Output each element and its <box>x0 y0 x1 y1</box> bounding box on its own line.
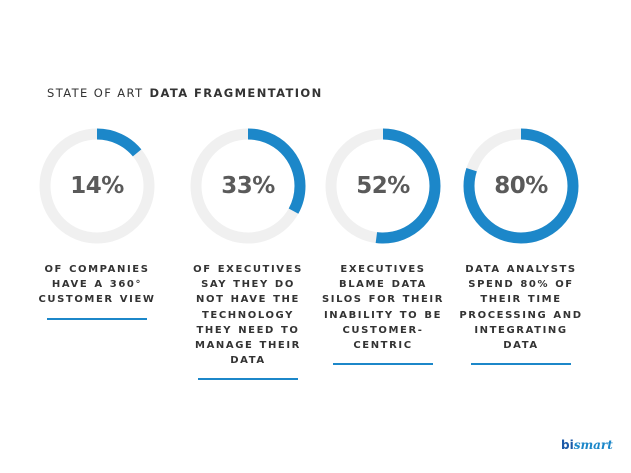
donut-arc-2 <box>190 128 306 244</box>
heading-light: STATE OF ART <box>47 86 144 100</box>
donut-svg-1 <box>39 128 155 244</box>
heading-bold: DATA FRAGMENTATION <box>149 86 323 100</box>
stat-1-underline <box>47 317 147 320</box>
donut-arc-3 <box>325 128 441 244</box>
donut-1: 14% <box>39 128 155 244</box>
stat-1: 14% OF COMPANIES HAVE A 360° CUSTOMER VI… <box>27 128 167 320</box>
stat-1-description: OF COMPANIES HAVE A 360° CUSTOMER VIEW <box>38 264 156 306</box>
donut-2: 33% <box>190 128 306 244</box>
stat-3-percent: 52% <box>356 173 410 199</box>
donut-arc-1 <box>39 128 155 244</box>
donut-4: 80% <box>463 128 579 244</box>
stat-3-description: EXECUTIVES BLAME DATA SILOS FOR THEIR IN… <box>321 264 445 352</box>
stat-2-underline <box>198 378 298 381</box>
donut-svg-2 <box>190 128 306 244</box>
logo-part-2: smart <box>573 438 613 452</box>
stat-3-underline <box>333 363 433 366</box>
bismart-logo: bismart <box>561 438 613 452</box>
donut-svg-4 <box>463 128 579 244</box>
stat-4-underline <box>471 363 571 366</box>
page-heading: STATE OF ART DATA FRAGMENTATION <box>47 86 323 100</box>
donut-svg-3 <box>325 128 441 244</box>
stat-4-percent: 80% <box>494 173 548 199</box>
logo-part-1: bi <box>561 438 574 452</box>
donut-3: 52% <box>325 128 441 244</box>
donut-arc-4 <box>463 128 579 244</box>
stat-3: 52% EXECUTIVES BLAME DATA SILOS FOR THEI… <box>313 128 453 366</box>
stat-4-description: DATA ANALYSTS SPEND 80% OF THEIR TIME PR… <box>459 264 583 352</box>
stat-2-percent: 33% <box>221 173 275 199</box>
stat-1-percent: 14% <box>70 173 124 199</box>
stat-4: 80% DATA ANALYSTS SPEND 80% OF THEIR TIM… <box>451 128 591 366</box>
stat-2: 33% OF EXECUTIVES SAY THEY DO NOT HAVE T… <box>178 128 318 381</box>
stat-2-description: OF EXECUTIVES SAY THEY DO NOT HAVE THE T… <box>193 264 303 367</box>
